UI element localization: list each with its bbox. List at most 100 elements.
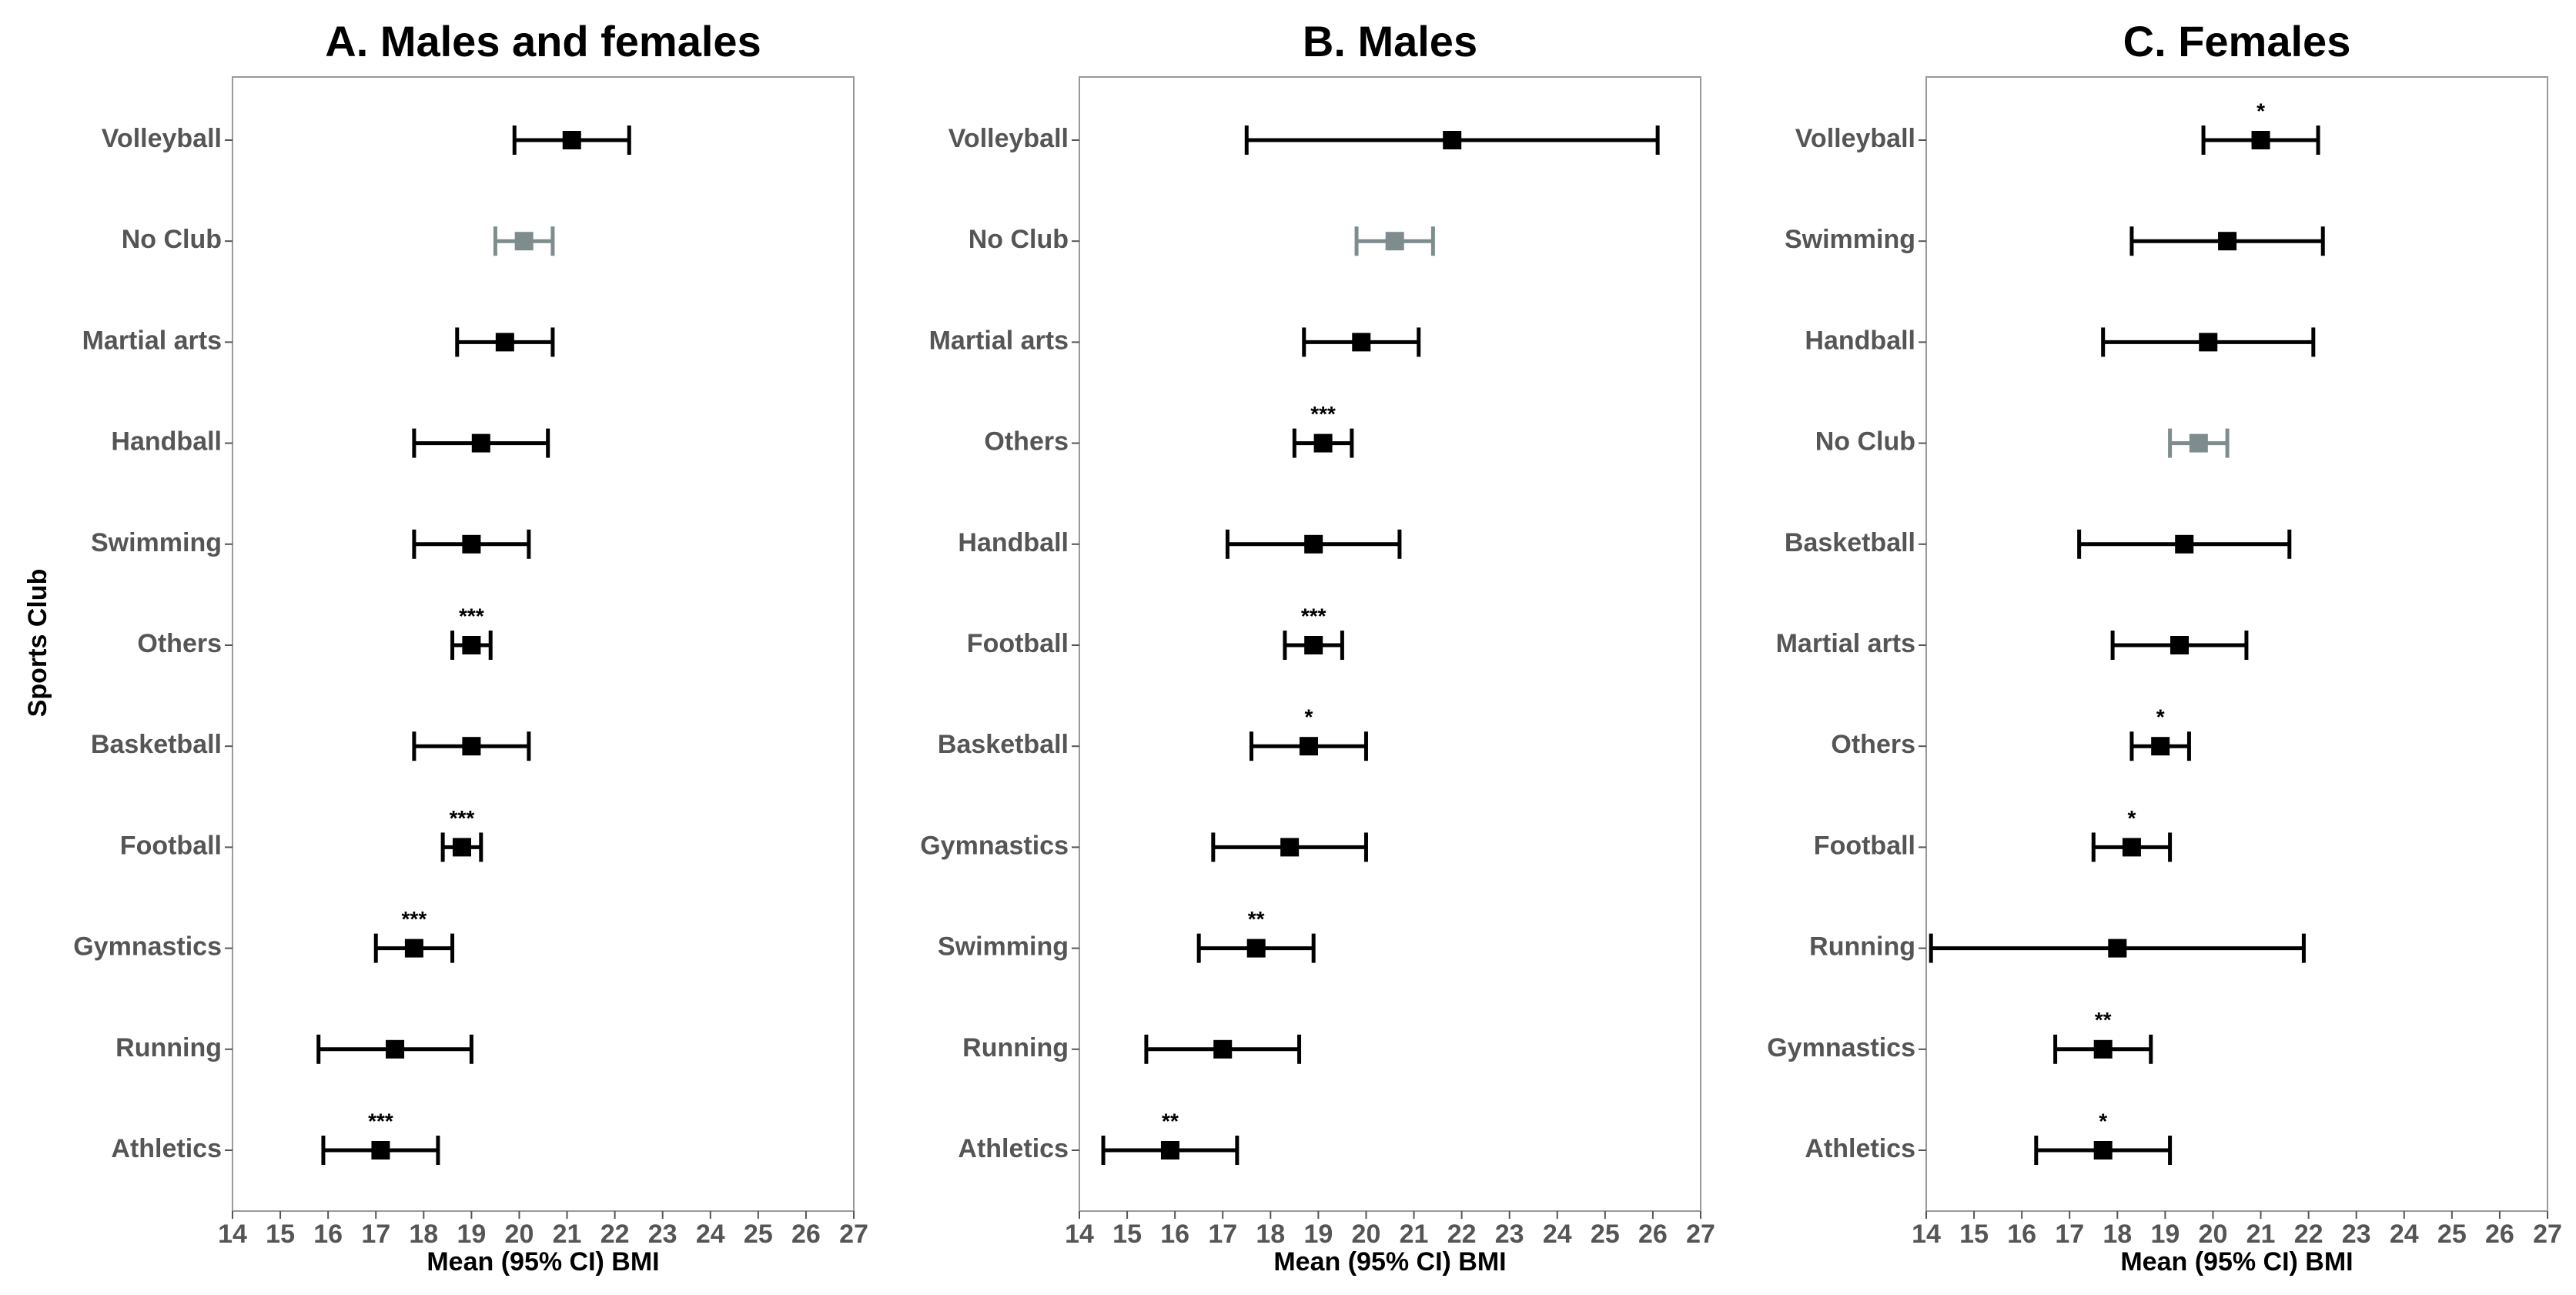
x-tick-label: 24 bbox=[2390, 1220, 2419, 1249]
y-tick-label: Others bbox=[1831, 730, 1915, 759]
x-tick-label: 27 bbox=[2533, 1220, 2562, 1249]
y-tick-label: Martial arts bbox=[929, 326, 1069, 355]
mean-marker bbox=[495, 333, 514, 352]
y-tick-label: Handball bbox=[1805, 326, 1915, 355]
x-axis-label: Mean (95% CI) BMI bbox=[427, 1247, 659, 1277]
y-tick-label: Football bbox=[967, 629, 1069, 658]
x-tick-label: 15 bbox=[1959, 1220, 1989, 1249]
y-tick-label: Gymnastics bbox=[73, 932, 222, 962]
panel-title: A. Males and females bbox=[325, 17, 761, 65]
x-tick-label: 20 bbox=[505, 1220, 534, 1249]
y-tick-label: Handball bbox=[111, 427, 222, 457]
x-tick-label: 19 bbox=[457, 1220, 486, 1249]
y-tick-label: Basketball bbox=[938, 730, 1069, 759]
y-tick-label: Martial arts bbox=[1776, 629, 1915, 658]
mean-marker bbox=[1352, 333, 1371, 352]
mean-marker bbox=[2151, 737, 2170, 756]
x-tick-label: 26 bbox=[1638, 1220, 1668, 1249]
x-tick-label: 27 bbox=[1686, 1220, 1715, 1249]
significance-label: * bbox=[1305, 705, 1313, 729]
y-axis-label: Sports Club bbox=[23, 569, 52, 718]
x-tick-label: 24 bbox=[696, 1220, 725, 1249]
y-tick-label: Running bbox=[115, 1033, 222, 1062]
x-tick-label: 17 bbox=[361, 1220, 390, 1249]
y-tick-label: No Club bbox=[969, 225, 1069, 254]
x-tick-label: 18 bbox=[409, 1220, 438, 1249]
significance-label: ** bbox=[1162, 1109, 1179, 1133]
mean-marker bbox=[1313, 433, 1333, 453]
y-tick-label: Football bbox=[120, 831, 222, 860]
x-tick-label: 14 bbox=[1912, 1220, 1941, 1249]
significance-label: ** bbox=[2095, 1008, 2112, 1032]
mean-marker bbox=[462, 636, 481, 654]
mean-marker bbox=[462, 534, 481, 554]
x-tick-label: 25 bbox=[1591, 1220, 1620, 1249]
mean-marker bbox=[1304, 636, 1323, 654]
mean-marker bbox=[1213, 1039, 1233, 1059]
significance-label: *** bbox=[402, 907, 427, 931]
y-tick-label: Athletics bbox=[111, 1134, 222, 1163]
x-tick-label: 16 bbox=[313, 1220, 343, 1249]
mean-marker bbox=[471, 433, 490, 453]
mean-marker bbox=[2218, 232, 2237, 251]
mean-marker bbox=[1246, 939, 1266, 958]
y-tick-label: Running bbox=[1809, 932, 1915, 962]
significance-label: *** bbox=[1310, 402, 1336, 426]
mean-marker bbox=[2122, 838, 2141, 857]
mean-marker bbox=[2189, 433, 2208, 453]
significance-label: * bbox=[2099, 1109, 2107, 1133]
y-tick-label: Athletics bbox=[1805, 1134, 1915, 1163]
x-tick-label: 18 bbox=[2103, 1220, 2132, 1249]
y-tick-label: No Club bbox=[1815, 427, 1915, 457]
x-tick-label: 17 bbox=[2055, 1220, 2084, 1249]
mean-marker bbox=[2251, 131, 2270, 149]
mean-marker bbox=[2199, 333, 2218, 352]
y-tick-label: Others bbox=[984, 427, 1069, 457]
x-tick-label: 22 bbox=[601, 1220, 630, 1249]
y-tick-label: Football bbox=[1814, 831, 1915, 860]
x-tick-label: 23 bbox=[1495, 1220, 1524, 1249]
significance-label: * bbox=[2127, 806, 2136, 830]
mean-marker bbox=[2175, 534, 2194, 554]
mean-marker bbox=[452, 838, 471, 857]
x-tick-label: 14 bbox=[1065, 1220, 1094, 1249]
y-tick-label: Swimming bbox=[1785, 225, 1915, 254]
x-tick-label: 20 bbox=[2199, 1220, 2228, 1249]
y-tick-label: Volleyball bbox=[1795, 124, 1915, 153]
x-axis-label: Mean (95% CI) BMI bbox=[2120, 1247, 2353, 1277]
panel-title: C. Females bbox=[2123, 17, 2351, 65]
mean-marker bbox=[562, 131, 581, 149]
x-tick-label: 16 bbox=[2007, 1220, 2036, 1249]
y-tick-label: Gymnastics bbox=[920, 831, 1069, 860]
y-tick-label: Volleyball bbox=[948, 124, 1069, 153]
plot-frame bbox=[1925, 76, 2548, 1212]
x-tick-label: 15 bbox=[266, 1220, 295, 1249]
y-tick-label: No Club bbox=[122, 225, 222, 254]
panel-title: B. Males bbox=[1303, 17, 1477, 65]
mean-marker bbox=[2170, 636, 2190, 654]
significance-label: *** bbox=[1301, 604, 1326, 627]
significance-label: * bbox=[2257, 99, 2265, 122]
plot-frame bbox=[1079, 76, 1701, 1212]
y-tick-label: Athletics bbox=[958, 1134, 1069, 1163]
x-tick-label: 20 bbox=[1352, 1220, 1381, 1249]
x-tick-label: 14 bbox=[218, 1220, 247, 1249]
x-tick-label: 17 bbox=[1208, 1220, 1237, 1249]
x-tick-label: 21 bbox=[2246, 1220, 2276, 1249]
plot-frame bbox=[232, 76, 855, 1212]
x-tick-label: 25 bbox=[744, 1220, 773, 1249]
mean-marker bbox=[2108, 939, 2127, 958]
mean-marker bbox=[404, 939, 423, 958]
x-tick-label: 22 bbox=[2294, 1220, 2323, 1249]
x-tick-label: 16 bbox=[1160, 1220, 1189, 1249]
significance-label: ** bbox=[1248, 907, 1265, 931]
mean-marker bbox=[371, 1141, 390, 1159]
x-tick-label: 21 bbox=[1400, 1220, 1429, 1249]
y-tick-label: Volleyball bbox=[102, 124, 222, 153]
x-tick-label: 23 bbox=[2342, 1220, 2371, 1249]
significance-label: *** bbox=[368, 1109, 393, 1133]
y-tick-label: Basketball bbox=[91, 730, 222, 759]
x-tick-label: 21 bbox=[553, 1220, 582, 1249]
x-tick-label: 27 bbox=[839, 1220, 868, 1249]
